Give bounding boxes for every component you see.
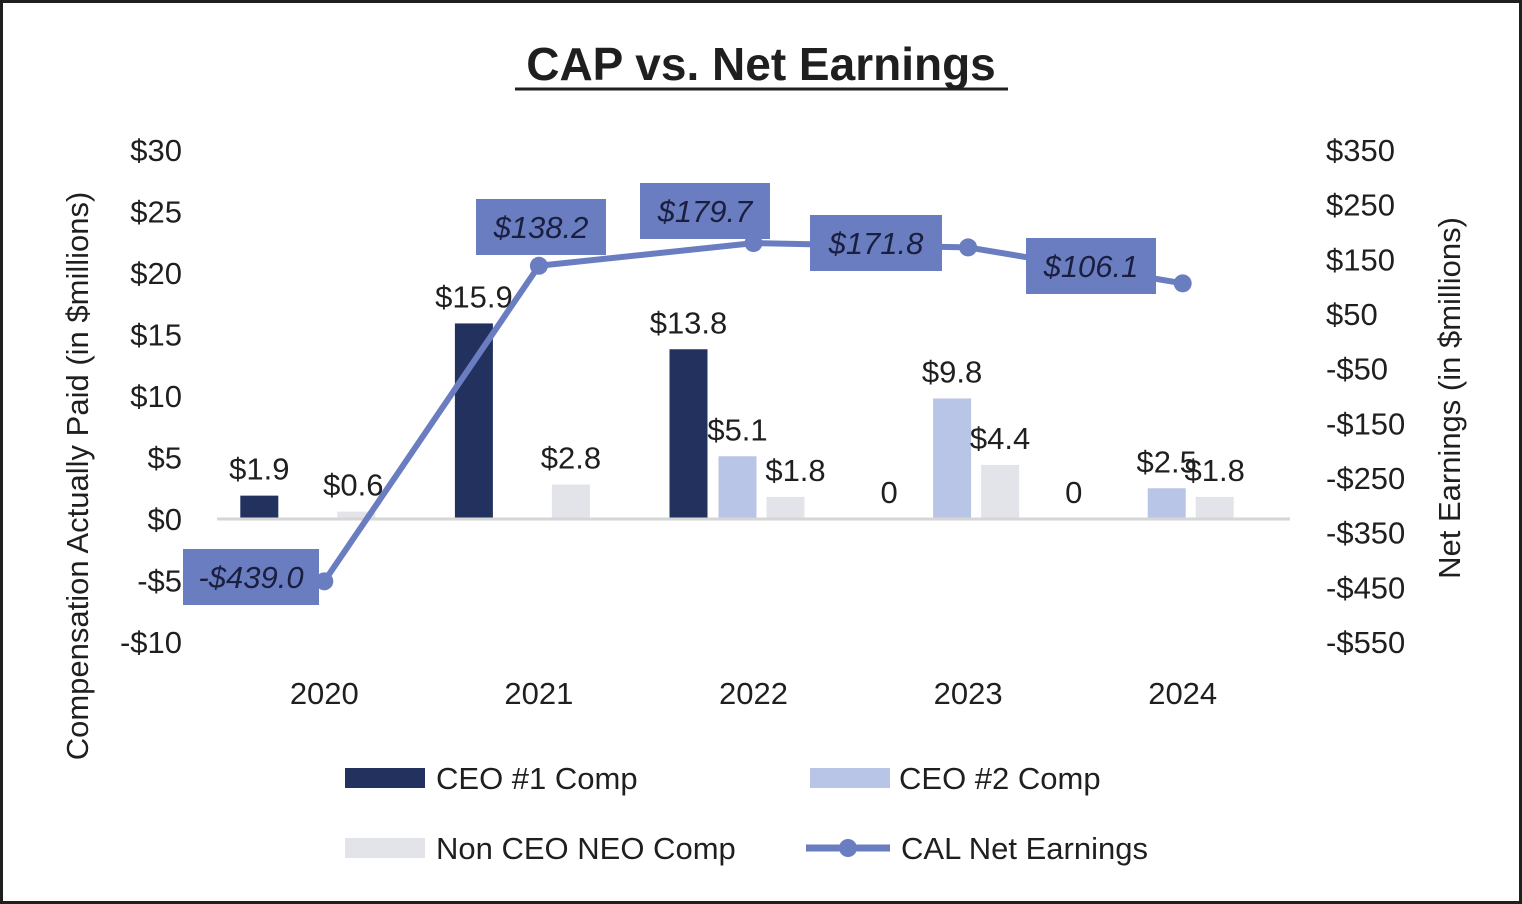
left-tick-label: $0	[148, 502, 182, 537]
bar-label-ceo2: $9.8	[922, 354, 982, 389]
net-earnings-label-box	[1026, 238, 1156, 294]
x-tick-label: 2024	[1148, 676, 1217, 711]
net-earnings-label: $138.2	[493, 210, 589, 245]
net-earnings-label-box	[810, 215, 942, 271]
right-tick-label: $350	[1326, 133, 1395, 168]
bar-ceo2	[1147, 488, 1186, 519]
right-axis-title: Net Earnings (in $millions)	[1432, 217, 1467, 579]
bar-neo	[981, 464, 1020, 519]
net-earnings-marker	[315, 572, 334, 591]
bar-label-ceo1: 0	[880, 475, 897, 510]
net-earnings-label-box	[476, 199, 606, 255]
x-axis-ticks: 2020 2021 2022 2023 2024	[290, 676, 1217, 711]
bar-ceo1	[669, 349, 708, 519]
bar-label-ceo1: $15.9	[435, 279, 513, 314]
bar-label-neo: $1.8	[1185, 453, 1245, 488]
legend-label-net-earnings: CAL Net Earnings	[901, 831, 1148, 866]
net-earnings-label: $171.8	[828, 226, 925, 261]
net-earnings-label: $106.1	[1043, 249, 1139, 284]
left-tick-label: $30	[130, 133, 182, 168]
right-tick-label: -$250	[1326, 461, 1405, 496]
left-tick-label: $20	[130, 256, 182, 291]
net-earnings-marker	[959, 238, 978, 257]
left-tick-label: -$10	[120, 625, 182, 660]
bar-label-ceo1: 0	[1065, 475, 1082, 510]
net-earnings-marker	[529, 256, 548, 275]
right-tick-label: $250	[1326, 188, 1395, 223]
net-earnings-line-group: -$439.0 $138.2 $179.7 $171.8 $106.1	[183, 183, 1192, 605]
bar-label-ceo2: $5.1	[707, 412, 767, 447]
bar-ceo1	[454, 323, 493, 519]
left-tick-label: $5	[148, 441, 182, 476]
bar-neo	[766, 496, 805, 519]
left-axis-ticks: $30 $25 $20 $15 $10 $5 $0 -$5 -$10	[120, 133, 182, 660]
bar-neo	[337, 511, 376, 519]
x-tick-label: 2021	[504, 676, 573, 711]
legend-label-ceo2: CEO #2 Comp	[899, 761, 1101, 796]
right-tick-label: $150	[1326, 242, 1395, 277]
chart-title: CAP vs. Net Earnings	[526, 38, 996, 90]
bar-label-neo: $0.6	[323, 468, 383, 503]
bar-ceo2	[933, 398, 972, 519]
bar-ceo2	[718, 456, 757, 519]
left-axis-title: Compensation Actually Paid (in $millions…	[60, 192, 95, 761]
bar-neo	[551, 484, 590, 519]
legend-label-neo: Non CEO NEO Comp	[436, 831, 736, 866]
right-tick-label: -$150	[1326, 406, 1405, 441]
right-tick-label: -$450	[1326, 570, 1405, 605]
legend-swatch-ceo2	[810, 768, 890, 788]
net-earnings-label-box	[183, 549, 319, 605]
bar-label-neo: $1.8	[765, 453, 825, 488]
x-tick-label: 2022	[719, 676, 788, 711]
x-tick-label: 2020	[290, 676, 359, 711]
x-tick-label: 2023	[934, 676, 1003, 711]
bar-labels-group: $1.9 $15.9 $13.8 0 0 $5.1 $9.8 $2.5 $0.6 $2.8 $1.8…	[229, 279, 1245, 510]
legend-swatch-ceo1	[345, 768, 425, 788]
left-tick-label: $25	[130, 195, 182, 230]
net-earnings-label: $179.7	[657, 194, 755, 229]
net-earnings-marker	[1173, 274, 1192, 293]
bar-ceo1	[240, 495, 279, 519]
bar-neo	[1195, 496, 1234, 519]
bar-label-neo: $2.8	[541, 441, 601, 476]
legend-label-ceo1: CEO #1 Comp	[436, 761, 638, 796]
net-earnings-label: -$439.0	[198, 560, 303, 595]
right-tick-label: -$50	[1326, 352, 1388, 387]
left-tick-label: $10	[130, 379, 182, 414]
legend-swatch-neo	[345, 838, 425, 858]
bar-label-ceo1: $1.9	[229, 452, 289, 487]
bar-label-ceo1: $13.8	[650, 305, 728, 340]
left-tick-label: $15	[130, 318, 182, 353]
bar-label-neo: $4.4	[970, 421, 1030, 456]
right-tick-label: -$350	[1326, 516, 1405, 551]
legend-swatch-marker	[839, 839, 857, 857]
bars-group	[240, 323, 1234, 519]
legend: CEO #1 Comp CEO #2 Comp Non CEO NEO Comp…	[345, 761, 1148, 866]
right-tick-label: -$550	[1326, 625, 1405, 660]
bar-label-ceo2: $2.5	[1137, 444, 1197, 479]
left-tick-label: -$5	[137, 564, 182, 599]
net-earnings-label-box	[640, 183, 770, 239]
right-axis-ticks: $350 $250 $150 $50 -$50 -$150 -$250 -$350 -$450 -…	[1326, 133, 1405, 660]
right-tick-label: $50	[1326, 297, 1378, 332]
